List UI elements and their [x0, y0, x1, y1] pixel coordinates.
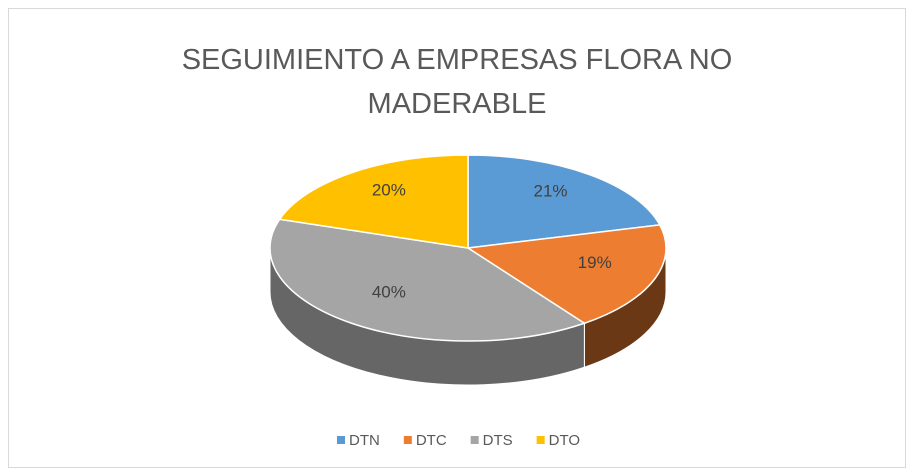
- legend-label: DTO: [549, 432, 580, 449]
- pie-slice: [465, 224, 667, 325]
- data-label: 19%: [578, 253, 612, 272]
- pie-slice: [278, 154, 469, 249]
- legend-swatch: [337, 436, 345, 444]
- chart-title: SEGUIMIENTO A EMPRESAS FLORA NO MADERABL…: [181, 44, 733, 120]
- pie-slice: [269, 218, 587, 342]
- pie-slice: [467, 154, 661, 249]
- legend-swatch: [536, 436, 545, 444]
- legend-label: DTN: [349, 432, 380, 449]
- legend-label: DTC: [416, 432, 447, 449]
- legend-label: DTS: [483, 432, 513, 449]
- legend-swatch: [470, 436, 479, 444]
- legend-swatch: [403, 436, 412, 444]
- data-label: 21%: [534, 182, 568, 201]
- data-label: 20%: [372, 180, 406, 199]
- data-label: 40%: [372, 283, 406, 302]
